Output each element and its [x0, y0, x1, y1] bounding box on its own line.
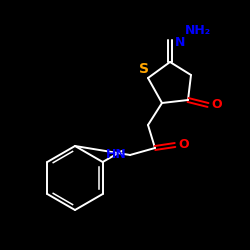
- Text: N: N: [175, 36, 186, 49]
- Text: HN: HN: [106, 148, 127, 162]
- Text: NH₂: NH₂: [185, 24, 211, 36]
- Text: O: O: [211, 98, 222, 112]
- Text: S: S: [139, 62, 149, 76]
- Text: O: O: [178, 138, 189, 151]
